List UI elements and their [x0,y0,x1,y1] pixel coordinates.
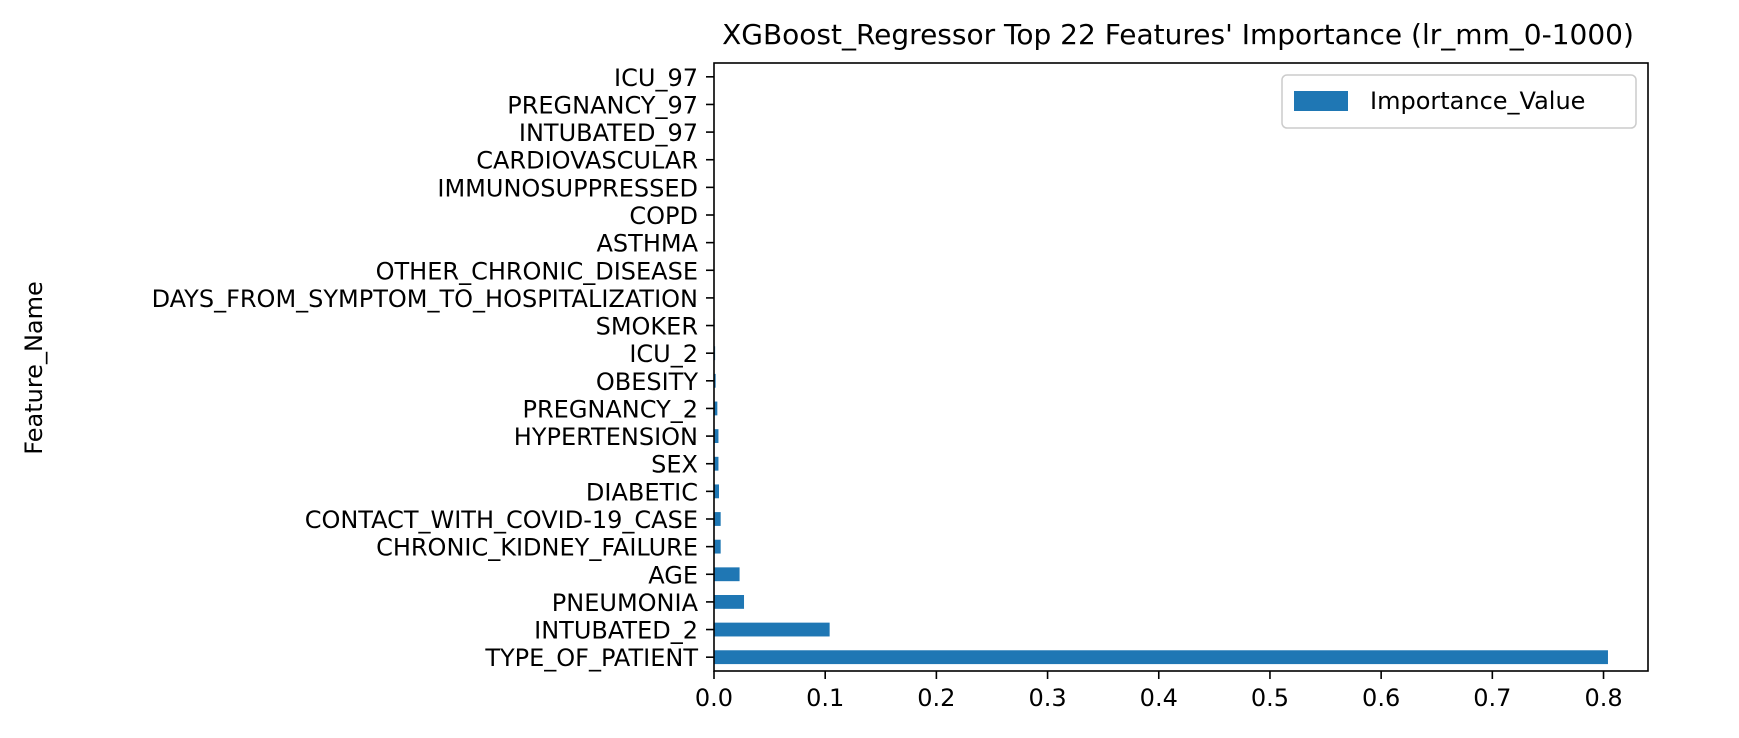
y-axis: TYPE_OF_PATIENTINTUBATED_2PNEUMONIAAGECH… [152,64,714,672]
legend-swatch [1294,91,1348,111]
x-tick-label: 0.2 [917,684,955,712]
y-tick-label: ASTHMA [597,230,699,258]
y-tick-label: INTUBATED_97 [519,119,698,147]
y-tick-label: CHRONIC_KIDNEY_FAILURE [376,534,698,562]
y-tick-label: INTUBATED_2 [534,617,698,645]
y-tick-label: SEX [651,451,698,479]
y-tick-label: COPD [629,202,698,230]
bar-type-of-patient [714,650,1608,664]
bars-layer [714,208,1608,664]
legend: Importance_Value [1282,75,1636,128]
x-tick-label: 0.5 [1251,684,1289,712]
x-tick-label: 0.1 [806,684,844,712]
y-tick-label: DIABETIC [586,478,698,506]
x-tick-label: 0.7 [1473,684,1511,712]
y-tick-label: PREGNANCY_2 [523,395,699,423]
y-tick-label: CONTACT_WITH_COVID-19_CASE [305,506,698,534]
y-tick-label: TYPE_OF_PATIENT [484,644,698,672]
y-tick-label: IMMUNOSUPPRESSED [437,174,698,202]
y-tick-label: ICU_2 [629,340,698,368]
y-tick-label: AGE [648,561,698,589]
y-tick-label: PREGNANCY_97 [507,91,698,119]
y-tick-label: DAYS_FROM_SYMPTOM_TO_HOSPITALIZATION [152,285,698,313]
y-axis-label: Feature_Name [20,281,48,455]
bar-contact-with-covid-19-case [714,512,721,526]
y-tick-label: SMOKER [596,313,698,341]
legend-label: Importance_Value [1370,87,1585,115]
bar-intubated-2 [714,623,830,637]
bar-age [714,567,740,581]
x-tick-label: 0.3 [1028,684,1066,712]
plot-frame [714,63,1648,671]
y-tick-label: ICU_97 [614,64,698,92]
x-tick-label: 0.6 [1362,684,1400,712]
y-tick-label: OBESITY [596,368,698,396]
bar-chronic-kidney-failure [714,540,721,554]
y-tick-label: CARDIOVASCULAR [476,147,698,175]
y-tick-label: HYPERTENSION [514,423,698,451]
x-axis: 0.0 0.1 0.2 0.3 0.4 0.5 0.6 0.7 0.8 [695,671,1623,712]
y-tick-label: OTHER_CHRONIC_DISEASE [376,257,698,285]
chart-title: XGBoost_Regressor Top 22 Features' Impor… [722,18,1634,51]
bar-pneumonia [714,595,744,609]
x-tick-label: 0.4 [1140,684,1178,712]
x-tick-label: 0.0 [695,684,733,712]
x-tick-label: 0.8 [1584,684,1622,712]
y-tick-label: PNEUMONIA [552,589,699,617]
